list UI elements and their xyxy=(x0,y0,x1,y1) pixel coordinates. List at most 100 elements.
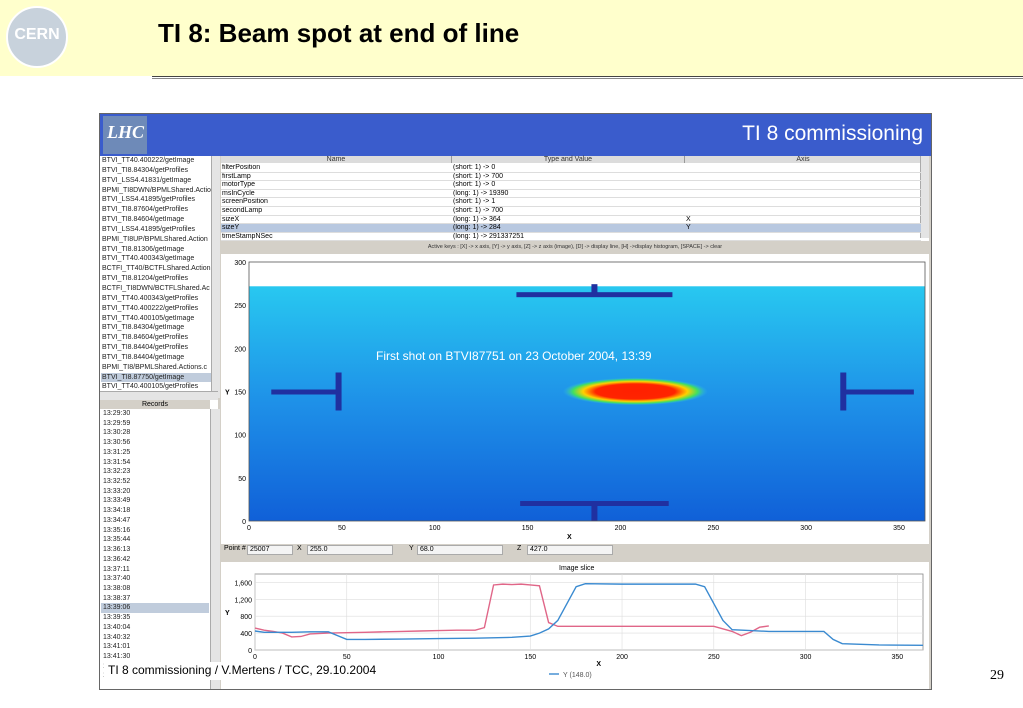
table-header-name[interactable]: Name xyxy=(221,156,452,163)
slice-x-tick-label: 0 xyxy=(253,654,257,661)
command-list-item[interactable]: BTVI_TI8.84304/getImage xyxy=(102,324,185,332)
command-list-item[interactable]: BTVI_TT40.400105/getImage xyxy=(102,314,195,322)
record-list-item[interactable]: 13:36:42 xyxy=(103,555,131,563)
records-list[interactable]: 13:29:30 13:29:59 13:30:28 13:30:56 13:31:25… xyxy=(101,409,209,689)
command-list-item[interactable]: BTVI_LSS4.41895/getProfiles xyxy=(102,196,196,204)
records-header: Records xyxy=(100,400,210,409)
command-list-item[interactable]: BPMI_TI8DWN/BPMLShared.Actio xyxy=(102,186,211,194)
heatmap-y-tick-label: 150 xyxy=(234,390,246,397)
record-list-item[interactable]: 13:40:32 xyxy=(103,633,131,641)
record-list-item[interactable]: 13:29:30 xyxy=(103,410,131,417)
z-coord-label: Z xyxy=(517,545,522,552)
command-list-item[interactable]: BTVI_LSS4.41895/getProfiles xyxy=(102,225,196,233)
command-list-item[interactable]: BTVI_TI8.84404/getProfiles xyxy=(102,344,188,352)
command-list-item[interactable]: BTVI_TI8.84304/getProfiles xyxy=(102,166,188,174)
marker-bar xyxy=(271,389,337,395)
record-list-item[interactable]: 13:39:06 xyxy=(101,603,209,614)
record-list-item[interactable]: 13:39:35 xyxy=(103,614,131,622)
table-row[interactable]: sizeY (long: 1) -> 284 Y xyxy=(221,224,921,233)
record-list-item[interactable]: 13:34:18 xyxy=(103,507,131,515)
command-list-item[interactable]: BPMI_TI8UP/BPMLShared.Action xyxy=(102,235,208,243)
record-list-item[interactable]: 13:33:20 xyxy=(103,487,131,495)
command-list-item[interactable]: BTVI_TT40.400105/getProfiles xyxy=(102,383,199,391)
record-list-item[interactable]: 13:31:25 xyxy=(103,448,131,456)
table-header-type[interactable]: Type and Value xyxy=(452,156,685,163)
heatmap-frame xyxy=(248,261,926,522)
record-list-item[interactable]: 13:41:30 xyxy=(103,652,131,660)
command-list-item[interactable]: BTVI_TI8.87750/getImage xyxy=(101,372,211,383)
table-scrollbar[interactable] xyxy=(920,156,929,238)
command-list-item[interactable]: BTVI_TI8.84604/getImage xyxy=(102,216,185,224)
marker-stem xyxy=(840,372,847,411)
records-scrollbar[interactable] xyxy=(210,409,220,689)
x-coord-field[interactable]: 255.0 xyxy=(307,545,393,555)
record-list-item[interactable]: 13:38:37 xyxy=(103,594,131,602)
heatmap-y-tick-label: 300 xyxy=(234,260,246,267)
beam-image-chart[interactable]: 0 50 100 150 200 250 300 0 50 100 150 200 250 300 350 X… xyxy=(221,254,929,544)
image-slice-chart[interactable]: Image slice 0 400 800 1,200 1,600 0 50 100 150 200… xyxy=(221,562,929,689)
left-pane: BTVI_TT40.400222/getImage BTVI_TI8.84304/… xyxy=(100,156,220,689)
header-rule-secondary xyxy=(152,78,1023,79)
record-list-item[interactable]: 13:40:04 xyxy=(103,623,131,631)
record-list-item[interactable]: 13:31:54 xyxy=(103,458,131,466)
command-list-item[interactable]: BTVI_LSS4.41831/getImage xyxy=(102,176,192,184)
y-coord-field[interactable]: 68.0 xyxy=(417,545,503,555)
record-list-item[interactable]: 13:35:44 xyxy=(103,536,131,544)
command-list-item[interactable]: BTVI_TT40.400343/getProfiles xyxy=(102,294,199,302)
record-list-item[interactable]: 13:34:47 xyxy=(103,516,131,524)
record-list-item[interactable]: 13:41:01 xyxy=(103,643,131,651)
command-list-scrollbar[interactable] xyxy=(211,156,220,398)
record-list-item[interactable]: 13:30:28 xyxy=(103,429,131,437)
table-cell: (long: 1) -> 291337251 xyxy=(453,232,525,240)
heatmap-y-tick-label: 50 xyxy=(238,476,246,483)
command-list-item[interactable]: BCTFI_TI8DWN/BCTFLShared.Ac xyxy=(102,284,210,292)
heatmap-area xyxy=(249,286,925,521)
table-header-axis[interactable]: Axis xyxy=(685,156,922,163)
table-cell: sizeX xyxy=(222,215,240,223)
slice-x-tick-label: 200 xyxy=(616,654,628,661)
table-row[interactable]: firstLamp (short: 1) -> 700 xyxy=(221,173,921,182)
table-row[interactable]: filterPosition (short: 1) -> 0 xyxy=(221,164,921,173)
table-row[interactable]: timeStampNSec (long: 1) -> 291337251 xyxy=(221,233,921,242)
command-list-hscrollbar[interactable] xyxy=(100,391,218,400)
app-window: LHC TI 8 commissioning BTVI_TT40.400222/… xyxy=(99,113,932,690)
point-field[interactable]: 25007 xyxy=(247,545,293,555)
beam-image-panel[interactable]: 0 50 100 150 200 250 300 0 50 100 150 200 250 300 350 X… xyxy=(221,254,929,544)
record-list-item[interactable]: 13:37:40 xyxy=(103,575,131,583)
command-list-item[interactable]: BTVI_TI8.81204/getProfiles xyxy=(102,275,188,283)
fiducial-marker xyxy=(840,372,914,411)
record-list-item[interactable]: 13:32:23 xyxy=(103,468,131,476)
command-list[interactable]: BTVI_TT40.400222/getImage BTVI_TI8.84304/… xyxy=(101,156,211,391)
table-row[interactable]: sizeX (long: 1) -> 364 X xyxy=(221,216,921,225)
record-list-item[interactable]: 13:37:11 xyxy=(103,565,130,573)
z-coord-field[interactable]: 427.0 xyxy=(527,545,613,555)
heatmap-top-blank xyxy=(249,262,925,287)
image-slice-panel[interactable]: Image slice 0 400 800 1,200 1,600 0 50 100 150 200… xyxy=(221,562,929,689)
command-list-item[interactable]: BTVI_TI8.81306/getImage xyxy=(102,245,185,253)
record-list-item[interactable]: 13:32:52 xyxy=(103,478,131,486)
table-row[interactable]: screenPosition (short: 1) -> 1 xyxy=(221,198,921,207)
heatmap-x-axis-label: X xyxy=(567,534,572,541)
table-row[interactable]: motorType (short: 1) -> 0 xyxy=(221,181,921,190)
slice-x-tick-label: 300 xyxy=(800,654,812,661)
slice-series-line xyxy=(254,583,924,647)
record-list-item[interactable]: 13:36:13 xyxy=(103,546,131,554)
command-list-item[interactable]: BTVI_TT40.400222/getProfiles xyxy=(102,304,199,312)
command-list-item[interactable]: BPMI_TI8/BPMLShared.Actions.c xyxy=(102,363,208,371)
command-list-item[interactable]: BTVI_TI8.84404/getImage xyxy=(102,353,185,361)
command-list-item[interactable]: BTVI_TT40.400222/getImage xyxy=(102,157,195,164)
command-list-item[interactable]: BTVI_TI8.87604/getProfiles xyxy=(102,206,188,214)
heatmap-x-tick-label: 300 xyxy=(800,525,812,532)
table-row[interactable]: secondLamp (short: 1) -> 700 xyxy=(221,207,921,216)
app-title: TI 8 commissioning xyxy=(742,122,923,145)
table-cell: secondLamp xyxy=(222,207,263,214)
record-list-item[interactable]: 13:30:56 xyxy=(103,439,131,447)
table-row[interactable]: msInCycle (long: 1) -> 19390 xyxy=(221,190,921,199)
command-list-item[interactable]: BCTFI_TT40/BCTFLShared.Action xyxy=(102,265,211,273)
record-list-item[interactable]: 13:35:16 xyxy=(103,526,131,534)
record-list-item[interactable]: 13:38:08 xyxy=(103,584,131,592)
command-list-item[interactable]: BTVI_TT40.400343/getImage xyxy=(102,255,195,263)
record-list-item[interactable]: 13:33:49 xyxy=(103,497,131,505)
record-list-item[interactable]: 13:29:59 xyxy=(103,419,131,427)
command-list-item[interactable]: BTVI_TI8.84604/getProfiles xyxy=(102,334,188,342)
